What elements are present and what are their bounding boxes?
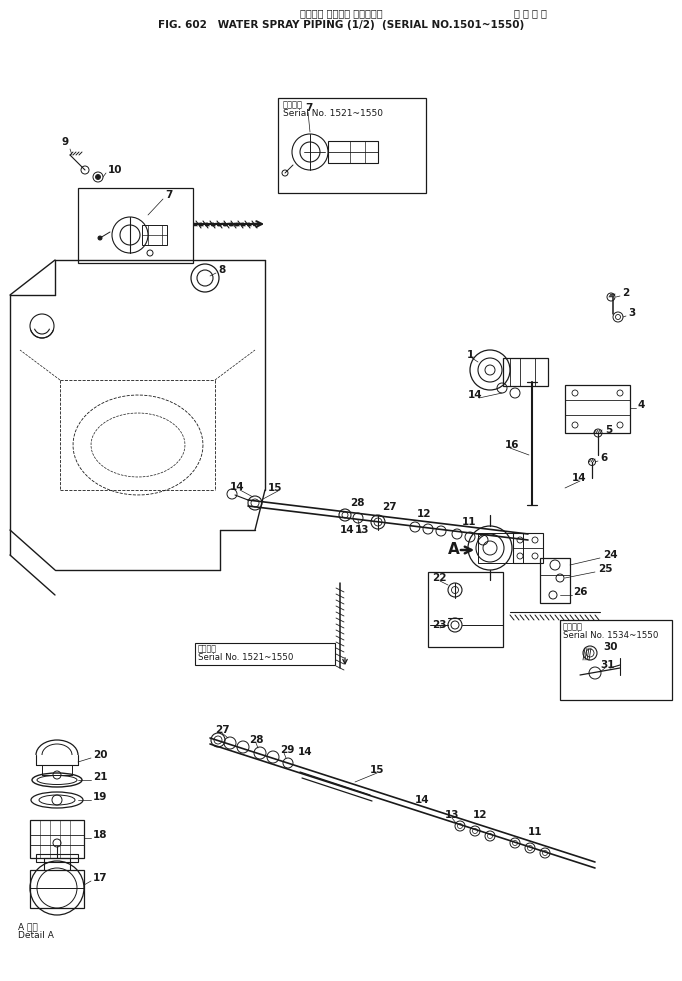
Text: 14: 14 xyxy=(298,747,312,757)
Text: 5: 5 xyxy=(605,425,612,435)
Text: A 詳細: A 詳細 xyxy=(18,922,38,932)
Text: 11: 11 xyxy=(462,517,477,527)
Text: Serial No. 1521~1550: Serial No. 1521~1550 xyxy=(283,110,383,119)
Bar xyxy=(478,533,523,563)
Text: 19: 19 xyxy=(93,792,107,802)
Text: 適用号機: 適用号機 xyxy=(283,100,303,110)
Circle shape xyxy=(95,175,100,180)
Text: 適用号機: 適用号機 xyxy=(563,623,583,632)
Text: 2: 2 xyxy=(622,288,629,298)
Text: 8: 8 xyxy=(218,265,225,275)
Text: 10: 10 xyxy=(108,165,123,175)
Text: 13: 13 xyxy=(445,810,460,820)
Text: 26: 26 xyxy=(573,587,587,597)
Text: 14: 14 xyxy=(340,525,355,535)
Text: 1: 1 xyxy=(467,350,474,360)
Bar xyxy=(328,141,378,163)
Text: 適用号機: 適用号機 xyxy=(198,645,217,653)
Bar xyxy=(503,358,548,386)
Text: 14: 14 xyxy=(468,390,483,400)
Bar xyxy=(30,820,84,858)
Text: 29: 29 xyxy=(280,745,295,755)
Text: ウォータ スプレイ パイピング: ウォータ スプレイ パイピング xyxy=(299,8,383,18)
Bar xyxy=(540,558,570,603)
Text: 7: 7 xyxy=(165,190,173,200)
Text: 14: 14 xyxy=(230,482,245,492)
Text: 17: 17 xyxy=(93,873,108,883)
Text: 25: 25 xyxy=(598,564,612,574)
Text: 15: 15 xyxy=(370,765,385,775)
Text: 28: 28 xyxy=(350,498,364,508)
Text: 12: 12 xyxy=(417,509,432,519)
Text: 13: 13 xyxy=(355,525,370,535)
Text: 21: 21 xyxy=(93,772,108,782)
Bar xyxy=(78,188,193,263)
Bar xyxy=(565,385,630,433)
Text: 18: 18 xyxy=(93,830,108,840)
Text: 20: 20 xyxy=(93,750,108,760)
Text: Serial No. 1521~1550: Serial No. 1521~1550 xyxy=(198,652,293,661)
Text: 4: 4 xyxy=(638,400,645,410)
Text: 7: 7 xyxy=(305,103,312,113)
Text: 24: 24 xyxy=(603,550,618,560)
Text: 3: 3 xyxy=(628,308,635,318)
Bar xyxy=(195,643,335,665)
Bar xyxy=(278,98,426,193)
Bar xyxy=(36,854,78,862)
Text: 31: 31 xyxy=(600,660,614,670)
Bar xyxy=(513,533,543,563)
Text: 27: 27 xyxy=(215,725,230,735)
Text: 15: 15 xyxy=(268,483,282,493)
Text: 14: 14 xyxy=(415,795,430,805)
Text: Serial No. 1534~1550: Serial No. 1534~1550 xyxy=(563,632,658,641)
Text: Detail A: Detail A xyxy=(18,932,54,941)
Text: A: A xyxy=(448,542,460,557)
Circle shape xyxy=(98,236,102,240)
Bar xyxy=(30,870,84,908)
Text: 28: 28 xyxy=(249,735,263,745)
Text: 6: 6 xyxy=(600,453,607,463)
Bar xyxy=(560,620,672,700)
Text: 22: 22 xyxy=(432,573,447,583)
Text: 23: 23 xyxy=(432,620,447,630)
Text: 14: 14 xyxy=(572,473,587,483)
Text: 16: 16 xyxy=(505,440,520,450)
Text: FIG. 602   WATER SPRAY PIPING (1/2)  (SERIAL NO.1501~1550): FIG. 602 WATER SPRAY PIPING (1/2) (SERIA… xyxy=(158,20,524,30)
Text: 9: 9 xyxy=(62,137,69,147)
Bar xyxy=(428,572,503,647)
Bar xyxy=(142,225,167,245)
Text: 適 用 号 機: 適 用 号 機 xyxy=(514,8,546,18)
Text: 12: 12 xyxy=(473,810,488,820)
Text: 27: 27 xyxy=(382,502,397,512)
Text: 30: 30 xyxy=(603,642,617,652)
Text: 11: 11 xyxy=(528,827,542,837)
